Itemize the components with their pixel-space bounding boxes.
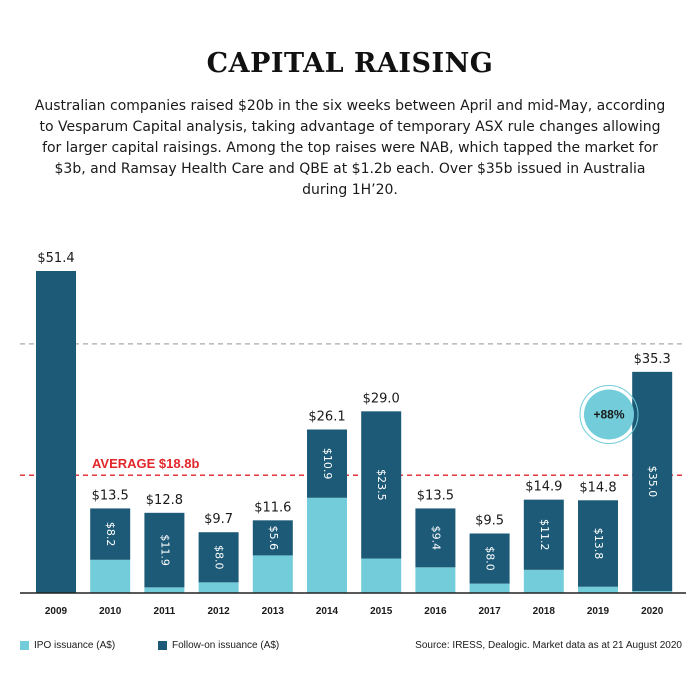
follow-on-label-2015: $23.5 (375, 469, 388, 501)
average-label: AVERAGE $18.8b (92, 456, 199, 471)
bar-follow-on-2013 (252, 520, 293, 556)
follow-on-label-2018: $11.2 (538, 519, 551, 551)
x-tick-2009: 2009 (45, 606, 68, 617)
total-label-2015: $29.0 (363, 391, 400, 406)
bar-ipo-2015 (361, 558, 402, 593)
legend-label-ipo: IPO issuance (A$) (34, 640, 116, 651)
legend-item-follow-on: Follow-on issuance (A$) (158, 640, 279, 651)
source-note: Source: IRESS, Dealogic. Market data as … (415, 640, 682, 651)
follow-on-label-2020: $35.0 (646, 466, 659, 498)
badge-label: +88% (593, 408, 624, 422)
x-tick-2013: 2013 (262, 606, 285, 617)
bar-ipo-2012 (198, 582, 239, 593)
chart-title: CAPITAL RAISING (206, 48, 494, 79)
bar-follow-on-2017 (469, 533, 510, 584)
total-label-2019: $14.8 (579, 480, 616, 495)
bar-ipo-2014 (307, 497, 347, 593)
legend: IPO issuance (A$) Follow-on issuance (A$… (20, 640, 682, 656)
follow-on-label-2010: $8.2 (104, 522, 117, 547)
follow-on-label-2019: $13.8 (592, 528, 605, 560)
bar-ipo-2013 (252, 555, 293, 593)
follow-on-label-2011: $11.9 (158, 534, 171, 566)
total-label-2012: $9.7 (204, 512, 233, 527)
x-tick-2015: 2015 (370, 606, 393, 617)
legend-swatch-ipo (20, 641, 29, 650)
x-tick-2020: 2020 (641, 606, 664, 617)
legend-label-follow-on: Follow-on issuance (A$) (172, 640, 280, 651)
total-label-2020: $35.3 (634, 352, 671, 367)
x-tick-2018: 2018 (533, 606, 556, 617)
bar-follow-on-2019 (578, 500, 618, 587)
x-tick-2010: 2010 (99, 606, 122, 617)
follow-on-label-2016: $9.4 (429, 526, 442, 551)
total-label-2016: $13.5 (417, 488, 454, 503)
legend-swatch-follow-on (158, 641, 167, 650)
total-label-2014: $26.1 (308, 409, 345, 424)
bar-follow-on-2020 (632, 371, 673, 592)
follow-on-label-2014: $10.9 (321, 448, 334, 480)
follow-on-label-2012: $8.0 (213, 545, 226, 570)
bar-follow-on-2010 (90, 508, 131, 560)
bar-follow-on-2009 (36, 271, 76, 593)
bar-ipo-2017 (469, 583, 510, 593)
total-label-2011: $12.8 (146, 493, 183, 508)
bar-ipo-2016 (415, 567, 456, 593)
badge-ring (579, 384, 639, 444)
x-tick-2019: 2019 (587, 606, 610, 617)
bar-ipo-2010 (90, 559, 131, 593)
follow-on-label-2013: $5.6 (267, 526, 280, 551)
total-label-2010: $13.5 (92, 488, 129, 503)
bar-follow-on-2016 (415, 508, 456, 568)
follow-on-label-2017: $8.0 (484, 546, 497, 571)
x-tick-2014: 2014 (316, 606, 339, 617)
bar-ipo-2019 (578, 586, 618, 593)
bar-follow-on-2018 (523, 499, 564, 570)
chart-subtitle: Australian companies raised $20b in the … (34, 98, 666, 198)
bar-follow-on-2012 (198, 532, 239, 583)
bar-ipo-2018 (523, 569, 564, 593)
x-tick-2012: 2012 (207, 606, 230, 617)
x-tick-2017: 2017 (478, 606, 501, 617)
total-label-2009: $51.4 (37, 251, 74, 266)
bar-ipo-2011 (144, 587, 185, 593)
total-label-2017: $9.5 (475, 513, 504, 528)
bar-follow-on-2015 (361, 411, 402, 559)
total-label-2013: $11.6 (254, 500, 291, 515)
total-label-2018: $14.9 (525, 480, 562, 495)
x-tick-2016: 2016 (424, 606, 447, 617)
bar-follow-on-2011 (144, 512, 185, 588)
bar-follow-on-2014 (307, 429, 347, 498)
x-tick-2011: 2011 (154, 606, 176, 617)
bar-ipo-2020 (632, 591, 673, 593)
legend-item-ipo: IPO issuance (A$) (20, 640, 115, 651)
badge-circle (584, 389, 634, 440)
